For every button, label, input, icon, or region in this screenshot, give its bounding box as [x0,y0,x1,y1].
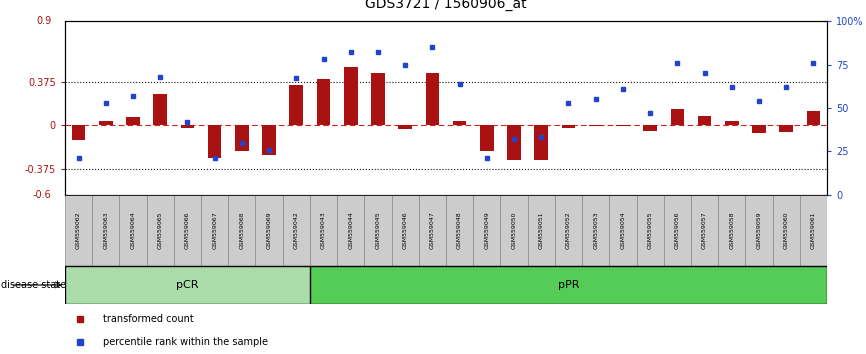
Bar [99,121,113,125]
Text: pPR: pPR [558,280,579,290]
Text: GSM559066: GSM559066 [185,211,190,249]
Bar [120,195,146,266]
Text: GSM559051: GSM559051 [539,211,544,249]
Bar [146,195,174,266]
Bar [446,195,473,266]
Text: disease state: disease state [1,280,66,290]
Bar [806,112,820,125]
Bar [691,195,718,266]
Bar [344,68,358,125]
Bar [480,125,494,151]
Bar [453,121,467,125]
Bar [337,195,365,266]
Bar [65,195,92,266]
Text: GSM559063: GSM559063 [103,211,108,249]
Bar [534,125,548,160]
Text: GSM559046: GSM559046 [403,211,408,249]
Bar [419,195,446,266]
Bar [255,195,282,266]
Text: GSM559065: GSM559065 [158,211,163,249]
Text: GSM559059: GSM559059 [757,211,761,249]
Text: pCR: pCR [176,280,198,290]
Bar [800,195,827,266]
Bar [718,195,746,266]
Text: 0.9: 0.9 [36,16,51,26]
Bar [208,125,222,158]
Bar [398,125,412,129]
Bar [310,266,827,304]
Text: GSM559069: GSM559069 [267,211,272,249]
Bar [473,195,501,266]
Text: -0.6: -0.6 [33,190,51,200]
Text: GSM559050: GSM559050 [512,211,516,249]
Bar [753,125,766,133]
Bar [527,195,555,266]
Text: GSM559061: GSM559061 [811,211,816,249]
Text: GSM559044: GSM559044 [348,211,353,249]
Text: GSM559052: GSM559052 [566,211,571,249]
Bar [92,195,120,266]
Bar [174,195,201,266]
Text: GSM559042: GSM559042 [294,211,299,249]
Bar [779,125,793,132]
Text: GSM559064: GSM559064 [131,211,135,249]
Text: transformed count: transformed count [103,314,194,324]
Text: GSM559062: GSM559062 [76,211,81,249]
Bar [126,117,139,125]
Bar [663,195,691,266]
Bar [391,195,419,266]
Bar [229,195,255,266]
Text: GSM559048: GSM559048 [457,211,462,249]
Bar [555,195,582,266]
Bar [501,195,527,266]
Bar [289,85,303,125]
Text: GSM559053: GSM559053 [593,211,598,249]
Bar [65,266,310,304]
Bar [181,125,194,128]
Text: GSM559057: GSM559057 [702,211,707,249]
Bar [725,121,739,125]
Text: percentile rank within the sample: percentile rank within the sample [103,337,268,347]
Bar [317,79,330,125]
Bar [643,125,657,131]
Text: GSM559067: GSM559067 [212,211,217,249]
Bar [582,195,610,266]
Bar [772,195,800,266]
Text: GSM559045: GSM559045 [376,211,380,249]
Bar [310,195,337,266]
Bar [425,73,439,125]
Text: GSM559058: GSM559058 [729,211,734,249]
Text: GSM559043: GSM559043 [321,211,326,249]
Text: GSM559049: GSM559049 [484,211,489,249]
Bar [235,125,249,151]
Bar [746,195,772,266]
Bar [365,195,391,266]
Bar [262,125,276,155]
Bar [201,195,229,266]
Bar [637,195,663,266]
Text: GSM559047: GSM559047 [430,211,435,249]
Bar [698,116,711,125]
Text: GSM559055: GSM559055 [648,211,653,249]
Text: GSM559060: GSM559060 [784,211,789,249]
Text: GSM559068: GSM559068 [239,211,244,249]
Bar [670,109,684,125]
Bar [562,125,575,128]
Bar [372,73,385,125]
Bar [507,125,520,160]
Bar [589,125,603,126]
Text: GDS3721 / 1560906_at: GDS3721 / 1560906_at [365,0,527,11]
Bar [72,125,86,140]
Text: GSM559054: GSM559054 [620,211,625,249]
Text: GSM559056: GSM559056 [675,211,680,249]
Bar [610,195,637,266]
Bar [616,125,630,126]
Bar [153,94,167,125]
Bar [282,195,310,266]
